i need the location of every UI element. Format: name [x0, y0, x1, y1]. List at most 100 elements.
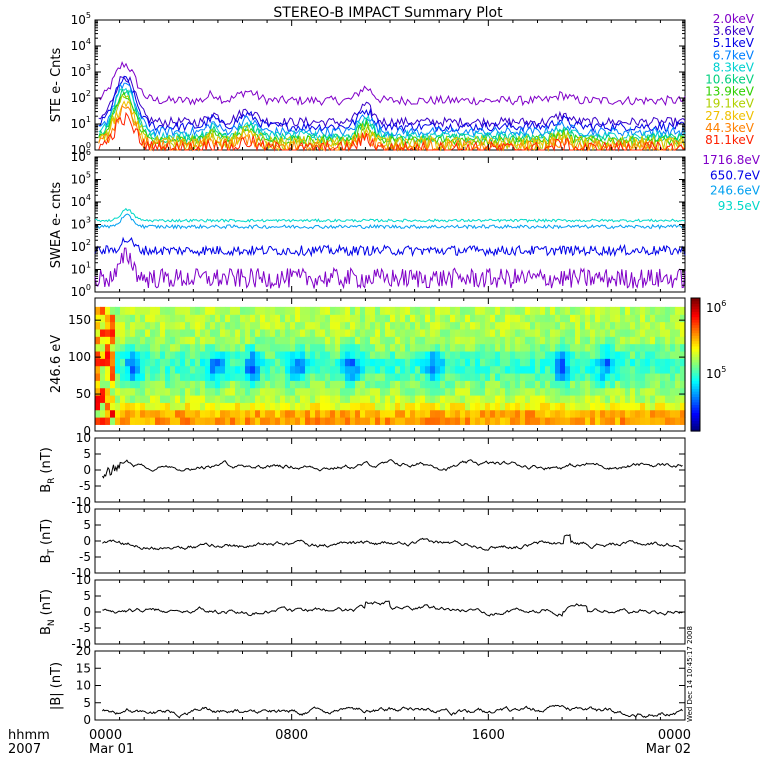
- heatmap-cell: [120, 394, 126, 403]
- heatmap-cell: [110, 328, 116, 337]
- heatmap-cell: [260, 402, 266, 411]
- heatmap-cell: [485, 328, 491, 337]
- heatmap-cell: [475, 409, 481, 418]
- heatmap-cell: [305, 394, 311, 403]
- heatmap-cell: [325, 314, 331, 323]
- heatmap-cell: [185, 380, 191, 389]
- heatmap-cell: [505, 409, 511, 418]
- heatmap-cell: [390, 394, 396, 403]
- heatmap-cell: [275, 372, 281, 381]
- heatmap-cell: [595, 328, 601, 337]
- heatmap-cell: [460, 409, 466, 418]
- heatmap-cell: [555, 343, 561, 352]
- heatmap-cell: [305, 387, 311, 396]
- heatmap-cell: [380, 314, 386, 323]
- heatmap-cell: [260, 350, 266, 359]
- heatmap-cell: [385, 372, 391, 381]
- heatmap-cell: [430, 314, 436, 323]
- heatmap-cell: [415, 343, 421, 352]
- heatmap-cell: [390, 328, 396, 337]
- heatmap-cell: [675, 358, 681, 367]
- heatmap-cell: [350, 417, 356, 425]
- heatmap-cell: [180, 394, 186, 403]
- heatmap-cell: [385, 358, 391, 367]
- heatmap-cell: [460, 417, 466, 425]
- ste-series-line: [98, 91, 686, 147]
- heatmap-cell: [330, 417, 336, 425]
- y-tick-exp: 2: [86, 89, 91, 98]
- heatmap-cell: [285, 409, 291, 418]
- heatmap-cell: [625, 328, 631, 337]
- heatmap-cell: [415, 358, 421, 367]
- heatmap-cell: [115, 358, 121, 367]
- heatmap-cell: [250, 372, 256, 381]
- y-tick-base: 10: [71, 39, 86, 53]
- heatmap-cell: [385, 306, 391, 315]
- heatmap-cell: [235, 358, 241, 367]
- heatmap-cell: [220, 402, 226, 411]
- heatmap-cell: [645, 314, 651, 323]
- heatmap-cell: [315, 417, 321, 425]
- bt-trace: [102, 533, 683, 551]
- heatmap-cell: [460, 372, 466, 381]
- heatmap-cell: [115, 380, 121, 389]
- plot-title: STEREO-B IMPACT Summary Plot: [273, 5, 503, 21]
- heatmap-cell: [130, 350, 136, 359]
- colorbar-swatch: [691, 361, 700, 366]
- heatmap-cell: [670, 380, 676, 389]
- heatmap-cell: [100, 409, 106, 418]
- heatmap-cell: [610, 402, 616, 411]
- heatmap-cell: [380, 343, 386, 352]
- legend-entry-ste: 19.1keV: [705, 97, 755, 111]
- ste-plot-area: [98, 60, 686, 152]
- heatmap-cell: [400, 409, 406, 418]
- heatmap-cell: [435, 394, 441, 403]
- heatmap-cell: [370, 409, 376, 418]
- heatmap-cell: [160, 358, 166, 367]
- colorbar-swatch: [691, 380, 700, 384]
- heatmap-cell: [180, 372, 186, 381]
- heatmap-cell: [345, 372, 351, 381]
- heatmap-cell: [580, 372, 586, 381]
- heatmap-cell: [95, 328, 101, 337]
- heatmap-cell: [245, 417, 251, 425]
- heatmap-cell: [160, 387, 166, 396]
- heatmap-cell: [155, 417, 161, 425]
- colorbar-swatch: [691, 396, 700, 400]
- heatmap-cell: [320, 417, 326, 425]
- heatmap-cell: [650, 387, 656, 396]
- heatmap-cell: [505, 358, 511, 367]
- heatmap-cell: [565, 387, 571, 396]
- heatmap-cell: [425, 343, 431, 352]
- heatmap-cell: [110, 380, 116, 389]
- heatmap-cell: [475, 350, 481, 359]
- bt-label-unit: (nT): [39, 519, 54, 545]
- heatmap-cell: [205, 336, 211, 345]
- heatmap-cell: [625, 306, 631, 315]
- heatmap-cell: [260, 409, 266, 418]
- heatmap-cell: [330, 336, 336, 345]
- heatmap-cell: [130, 306, 136, 315]
- heatmap-cell: [270, 417, 276, 425]
- heatmap-cell: [340, 365, 346, 374]
- heatmap-cell: [580, 365, 586, 374]
- heatmap-cell: [285, 380, 291, 389]
- heatmap-cell: [630, 321, 636, 330]
- y-tick-label: 15: [76, 661, 91, 675]
- heatmap-cell: [410, 372, 416, 381]
- heatmap-cell: [370, 387, 376, 396]
- heatmap-cell: [600, 306, 606, 315]
- heatmap-cell: [520, 314, 526, 323]
- heatmap-cell: [660, 328, 666, 337]
- heatmap-cell: [145, 409, 151, 418]
- heatmap-cell: [630, 358, 636, 367]
- heatmap-cell: [295, 314, 301, 323]
- heatmap-cell: [370, 328, 376, 337]
- heatmap-cell: [635, 365, 641, 374]
- heatmap-cell: [215, 380, 221, 389]
- heatmap-cell: [365, 314, 371, 323]
- heatmap-cell: [330, 380, 336, 389]
- heatmap-cell: [670, 365, 676, 374]
- heatmap-cell: [315, 343, 321, 352]
